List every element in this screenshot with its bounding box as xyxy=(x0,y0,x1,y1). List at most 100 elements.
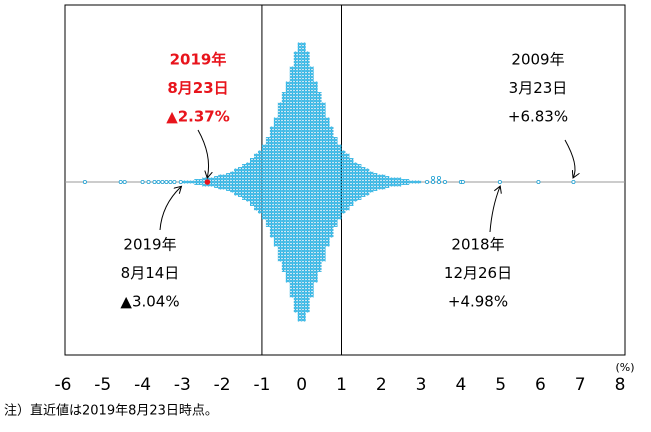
dot-column xyxy=(345,153,350,211)
x-tick-label: -5 xyxy=(94,375,111,395)
outlier-dot xyxy=(536,179,541,184)
dot-column xyxy=(218,174,223,190)
annotation-text: +6.83% xyxy=(508,108,568,126)
dot-column xyxy=(242,164,247,200)
dot-column xyxy=(349,158,354,206)
dot-column xyxy=(297,42,302,322)
outlier-dot xyxy=(431,175,436,180)
dot-column xyxy=(301,42,306,322)
dot-column xyxy=(281,92,286,272)
dot-column xyxy=(265,137,270,227)
dot-column xyxy=(273,117,278,247)
outlier-dot xyxy=(497,179,502,184)
dot-column xyxy=(409,180,414,184)
x-tick-label: 2 xyxy=(376,375,387,395)
outlier-dot xyxy=(571,179,576,184)
dot-column xyxy=(246,162,250,202)
dot-column xyxy=(417,180,422,184)
dot-column xyxy=(313,81,318,283)
dot-column xyxy=(257,150,262,214)
annotation-text: 2018年 xyxy=(451,236,504,254)
outlier-dot xyxy=(425,179,430,184)
annotation-text: 12月26日 xyxy=(444,264,512,282)
dot-column xyxy=(230,171,235,193)
x-tick-label: 1 xyxy=(336,375,347,395)
dot-column xyxy=(198,179,203,185)
outlier-dot xyxy=(122,179,127,184)
dot-column xyxy=(333,137,338,227)
dot-column xyxy=(285,81,290,283)
dot-column xyxy=(357,164,362,200)
dot-column xyxy=(369,171,374,193)
dot-column xyxy=(361,167,366,197)
dot-column xyxy=(393,177,398,187)
dot-column xyxy=(381,174,386,190)
outlier-dot xyxy=(442,179,447,184)
annotation-text: 8月14日 xyxy=(121,264,180,282)
dot-column xyxy=(337,144,342,220)
x-tick-label: -4 xyxy=(134,375,151,395)
dot-column xyxy=(401,179,406,185)
dot-column xyxy=(293,51,298,313)
x-tick-label: 0 xyxy=(296,375,307,395)
annotation-arrow xyxy=(489,187,500,233)
dot-column xyxy=(377,174,382,190)
annotation-arrow xyxy=(564,139,575,177)
outlier-dot xyxy=(160,179,165,184)
outlier-dot xyxy=(82,179,87,184)
annotation-text: 3月23日 xyxy=(509,79,568,97)
dot-column xyxy=(238,167,243,197)
dot-column xyxy=(353,162,358,202)
x-tick-label: -1 xyxy=(253,375,270,395)
plot-frame xyxy=(64,4,626,356)
x-unit: (%) xyxy=(615,361,634,374)
x-tick-label: 7 xyxy=(575,375,586,395)
dot-column xyxy=(186,180,191,184)
dot-column xyxy=(309,66,314,298)
outlier-dot xyxy=(118,179,123,184)
dot-column xyxy=(329,126,334,238)
dot-column xyxy=(277,102,282,262)
annotation-arrow xyxy=(159,187,181,231)
annotation-text: 2009年 xyxy=(511,51,564,69)
footnote: 注）直近値は2019年8月23日時点。 xyxy=(4,403,218,419)
dot-column xyxy=(289,66,294,298)
annotation-text: +4.98% xyxy=(448,293,508,311)
outlier-dot xyxy=(436,179,441,184)
outlier-dot xyxy=(152,179,157,184)
dot-column xyxy=(325,117,330,247)
outlier-dot xyxy=(172,179,177,184)
dot-column xyxy=(269,126,274,238)
dot-column xyxy=(373,173,378,191)
dot-column xyxy=(222,174,227,190)
outlier-dot xyxy=(146,179,151,184)
annotation-text: 8月23日 xyxy=(167,79,228,97)
x-tick-label: -2 xyxy=(214,375,231,395)
outlier-dot xyxy=(178,179,183,184)
dot-column xyxy=(194,179,199,185)
dot-column xyxy=(261,144,266,220)
x-tick-label: -6 xyxy=(55,375,72,395)
dot-column xyxy=(202,177,207,187)
dot-column xyxy=(317,92,322,272)
x-tick-label: 5 xyxy=(495,375,506,395)
x-tick-label: 6 xyxy=(535,375,546,395)
highlight-dot xyxy=(204,179,211,185)
dot-column xyxy=(321,102,326,262)
annotation-text: ▲3.04% xyxy=(120,293,179,311)
annotation-text: ▲2.37% xyxy=(166,108,230,126)
annotation-text: 2019年 xyxy=(170,51,227,69)
dot-column xyxy=(249,158,254,206)
dot-column xyxy=(305,51,310,313)
dot-column xyxy=(405,179,410,185)
dot-column xyxy=(365,168,370,196)
dot-column xyxy=(214,176,219,188)
outlier-dot xyxy=(460,179,465,184)
dot-column xyxy=(234,168,239,196)
outlier-dot xyxy=(164,179,169,184)
x-tick-label: 8 xyxy=(615,375,626,395)
dot-column xyxy=(397,177,402,187)
dot-column xyxy=(253,153,258,211)
dot-column xyxy=(341,150,346,214)
